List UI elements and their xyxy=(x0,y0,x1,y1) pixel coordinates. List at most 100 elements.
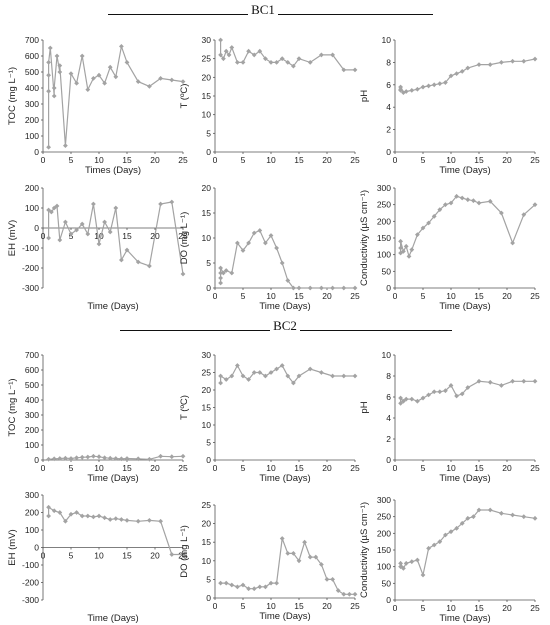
bc2-do-data-point xyxy=(240,582,246,588)
bc1-do-x-label: Time (Days) xyxy=(259,301,310,312)
bc1-t-data-point xyxy=(319,52,324,58)
bc2-toc-data-point xyxy=(91,453,96,459)
bc1-t-y-tick-label: 0 xyxy=(206,147,211,157)
bc1-t-data-point xyxy=(296,56,302,62)
bc2-t-data-point xyxy=(268,370,274,375)
bc2-eh-x-tick-label: 5 xyxy=(69,551,74,561)
bc2-cond-data-point xyxy=(454,525,459,531)
bc2-ph-data-point xyxy=(431,389,437,395)
bc2-t-data-point xyxy=(229,373,235,379)
bc2-t-data-point xyxy=(218,380,223,386)
bc2-toc-data-point xyxy=(180,453,186,459)
bc2-eh-x-label: Time (Days) xyxy=(87,613,138,624)
bc1-cond-x-tick-label: 5 xyxy=(421,291,426,301)
bc2-t-y-tick-label: 5 xyxy=(206,438,211,448)
bc1-cond-chart: 0 50 100 150 200 250 300 0 5 10 15 20 25 Time (Days) C… xyxy=(359,183,540,312)
bc2-ph-data-point xyxy=(437,389,443,395)
bc1-do-data-point xyxy=(352,285,358,291)
bc1-eh-y-tick-label: 200 xyxy=(25,183,39,193)
bc2-t-data-point xyxy=(279,363,285,368)
bc2-cond-data-point xyxy=(426,545,431,551)
bc2-t-data-point xyxy=(307,366,313,372)
bc2-ph-data-point xyxy=(454,393,459,399)
bc1-eh-data-point xyxy=(113,205,119,211)
bc2-eh-data-point xyxy=(147,517,152,523)
bc1-cond-y-tick-label: 150 xyxy=(377,233,391,243)
bc1-ph-data-point xyxy=(443,80,448,85)
bc1-ph-x-label: Time (Days) xyxy=(439,165,490,176)
bc1-cond-data-point xyxy=(398,238,403,244)
bc1-do-data-point xyxy=(330,285,335,291)
bc2-do-data-point xyxy=(330,577,335,582)
bc2-do-x-tick-label: 15 xyxy=(294,601,304,611)
bc1-t-data-point xyxy=(218,52,223,58)
bc2-toc-data-point xyxy=(68,456,74,461)
bc1-t-data-point xyxy=(235,60,240,65)
bc1-t-data-point xyxy=(330,52,335,58)
bc2-cond-data-point xyxy=(443,532,448,538)
bc2-cond-y-tick-label: 200 xyxy=(377,528,391,538)
bc1-do-data-point xyxy=(218,270,223,276)
bc2-eh-y-tick-label: 300 xyxy=(25,490,39,500)
bc2-do-data-point xyxy=(302,539,307,545)
bc2-toc-data-point xyxy=(135,456,141,462)
bc2-do-x-tick-label: 20 xyxy=(322,601,332,611)
bc1-ph-data-point xyxy=(448,73,454,79)
bc1-cond-y-tick-label: 100 xyxy=(377,250,391,260)
bc2-eh-data-point xyxy=(63,518,68,524)
bc2-eh-y-tick-label: -200 xyxy=(22,578,39,588)
bc1-t-data-point xyxy=(218,37,223,43)
bc1-toc-data-point xyxy=(46,144,51,150)
bc2-eh-data-point xyxy=(46,504,51,510)
bc1-cond-y-tick-label: 200 xyxy=(377,216,391,226)
bc2-cond-data-point xyxy=(532,515,538,521)
bc2-cond-y-label: Conductivity (µS cm⁻¹) xyxy=(359,502,370,598)
bc1-t-data-point xyxy=(251,52,257,58)
bc1-eh-data-point xyxy=(51,205,57,211)
bc2-ph-x-tick-label: 0 xyxy=(393,463,398,473)
bc2-cond-data-point xyxy=(476,507,482,513)
bc2-ph-y-tick-label: 2 xyxy=(386,434,391,444)
bc2-eh-data-point xyxy=(158,518,163,524)
bc2-toc-data-point xyxy=(63,455,68,461)
bc1-cond-y-tick-label: 0 xyxy=(386,283,391,293)
bc1-ph-data-point xyxy=(426,83,431,89)
bc2-cond-data-point xyxy=(499,510,504,516)
bc2-cond-data-point xyxy=(415,557,420,563)
bc2-eh-data-point xyxy=(91,514,96,520)
bc1-t-chart: 0 5 10 15 20 25 30 0 5 10 15 20 25 T (ºC) xyxy=(179,35,360,165)
bc2-toc-x-tick-label: 10 xyxy=(94,463,104,473)
bc1-do-data-point xyxy=(268,233,274,238)
bc1-toc-data-point xyxy=(51,85,57,91)
bc1-do-data-point xyxy=(235,240,240,246)
bc2-do-data-point xyxy=(313,554,319,560)
bc2-do-data-point xyxy=(257,584,263,590)
bc2-do-data-point xyxy=(335,588,341,593)
bc2-eh-data-point xyxy=(124,517,130,523)
bc1-t-y-label: T (ºC) xyxy=(179,84,190,109)
bc1-toc-y-tick-label: 400 xyxy=(25,83,39,93)
bc1-t-y-tick-label: 10 xyxy=(202,110,212,120)
bc2-ph-data-point xyxy=(476,378,482,384)
bc2-cond-x-tick-label: 10 xyxy=(446,603,456,613)
bc1-ph-data-point xyxy=(465,65,471,71)
bc2-t-data-point xyxy=(352,373,358,379)
bc1-toc-y-tick-label: 300 xyxy=(25,99,39,109)
bc1-eh-y-tick-label: 100 xyxy=(25,203,39,213)
bc1-t-data-point xyxy=(246,48,251,54)
bc2-ph-data-point xyxy=(448,383,454,388)
bc1-ph-y-tick-label: 6 xyxy=(386,80,391,90)
bc2-t-data-point xyxy=(235,363,240,368)
bc2-t-data-point xyxy=(330,373,335,379)
bc2-do-y-tick-label: 10 xyxy=(202,556,212,566)
bc2-toc-data-point xyxy=(147,456,152,462)
bc1-toc-data-point xyxy=(46,72,51,78)
bc1-eh-data-point xyxy=(119,257,124,263)
bc1-toc-data-point xyxy=(113,74,119,80)
bc1-t-data-point xyxy=(257,48,263,54)
bc2-ph-data-point xyxy=(487,379,493,385)
bc1-rule-left xyxy=(108,14,248,15)
bc1-ph-data-point xyxy=(499,60,504,65)
bc1-do-data-point xyxy=(274,245,279,251)
bc1-t-data-point xyxy=(263,56,268,62)
